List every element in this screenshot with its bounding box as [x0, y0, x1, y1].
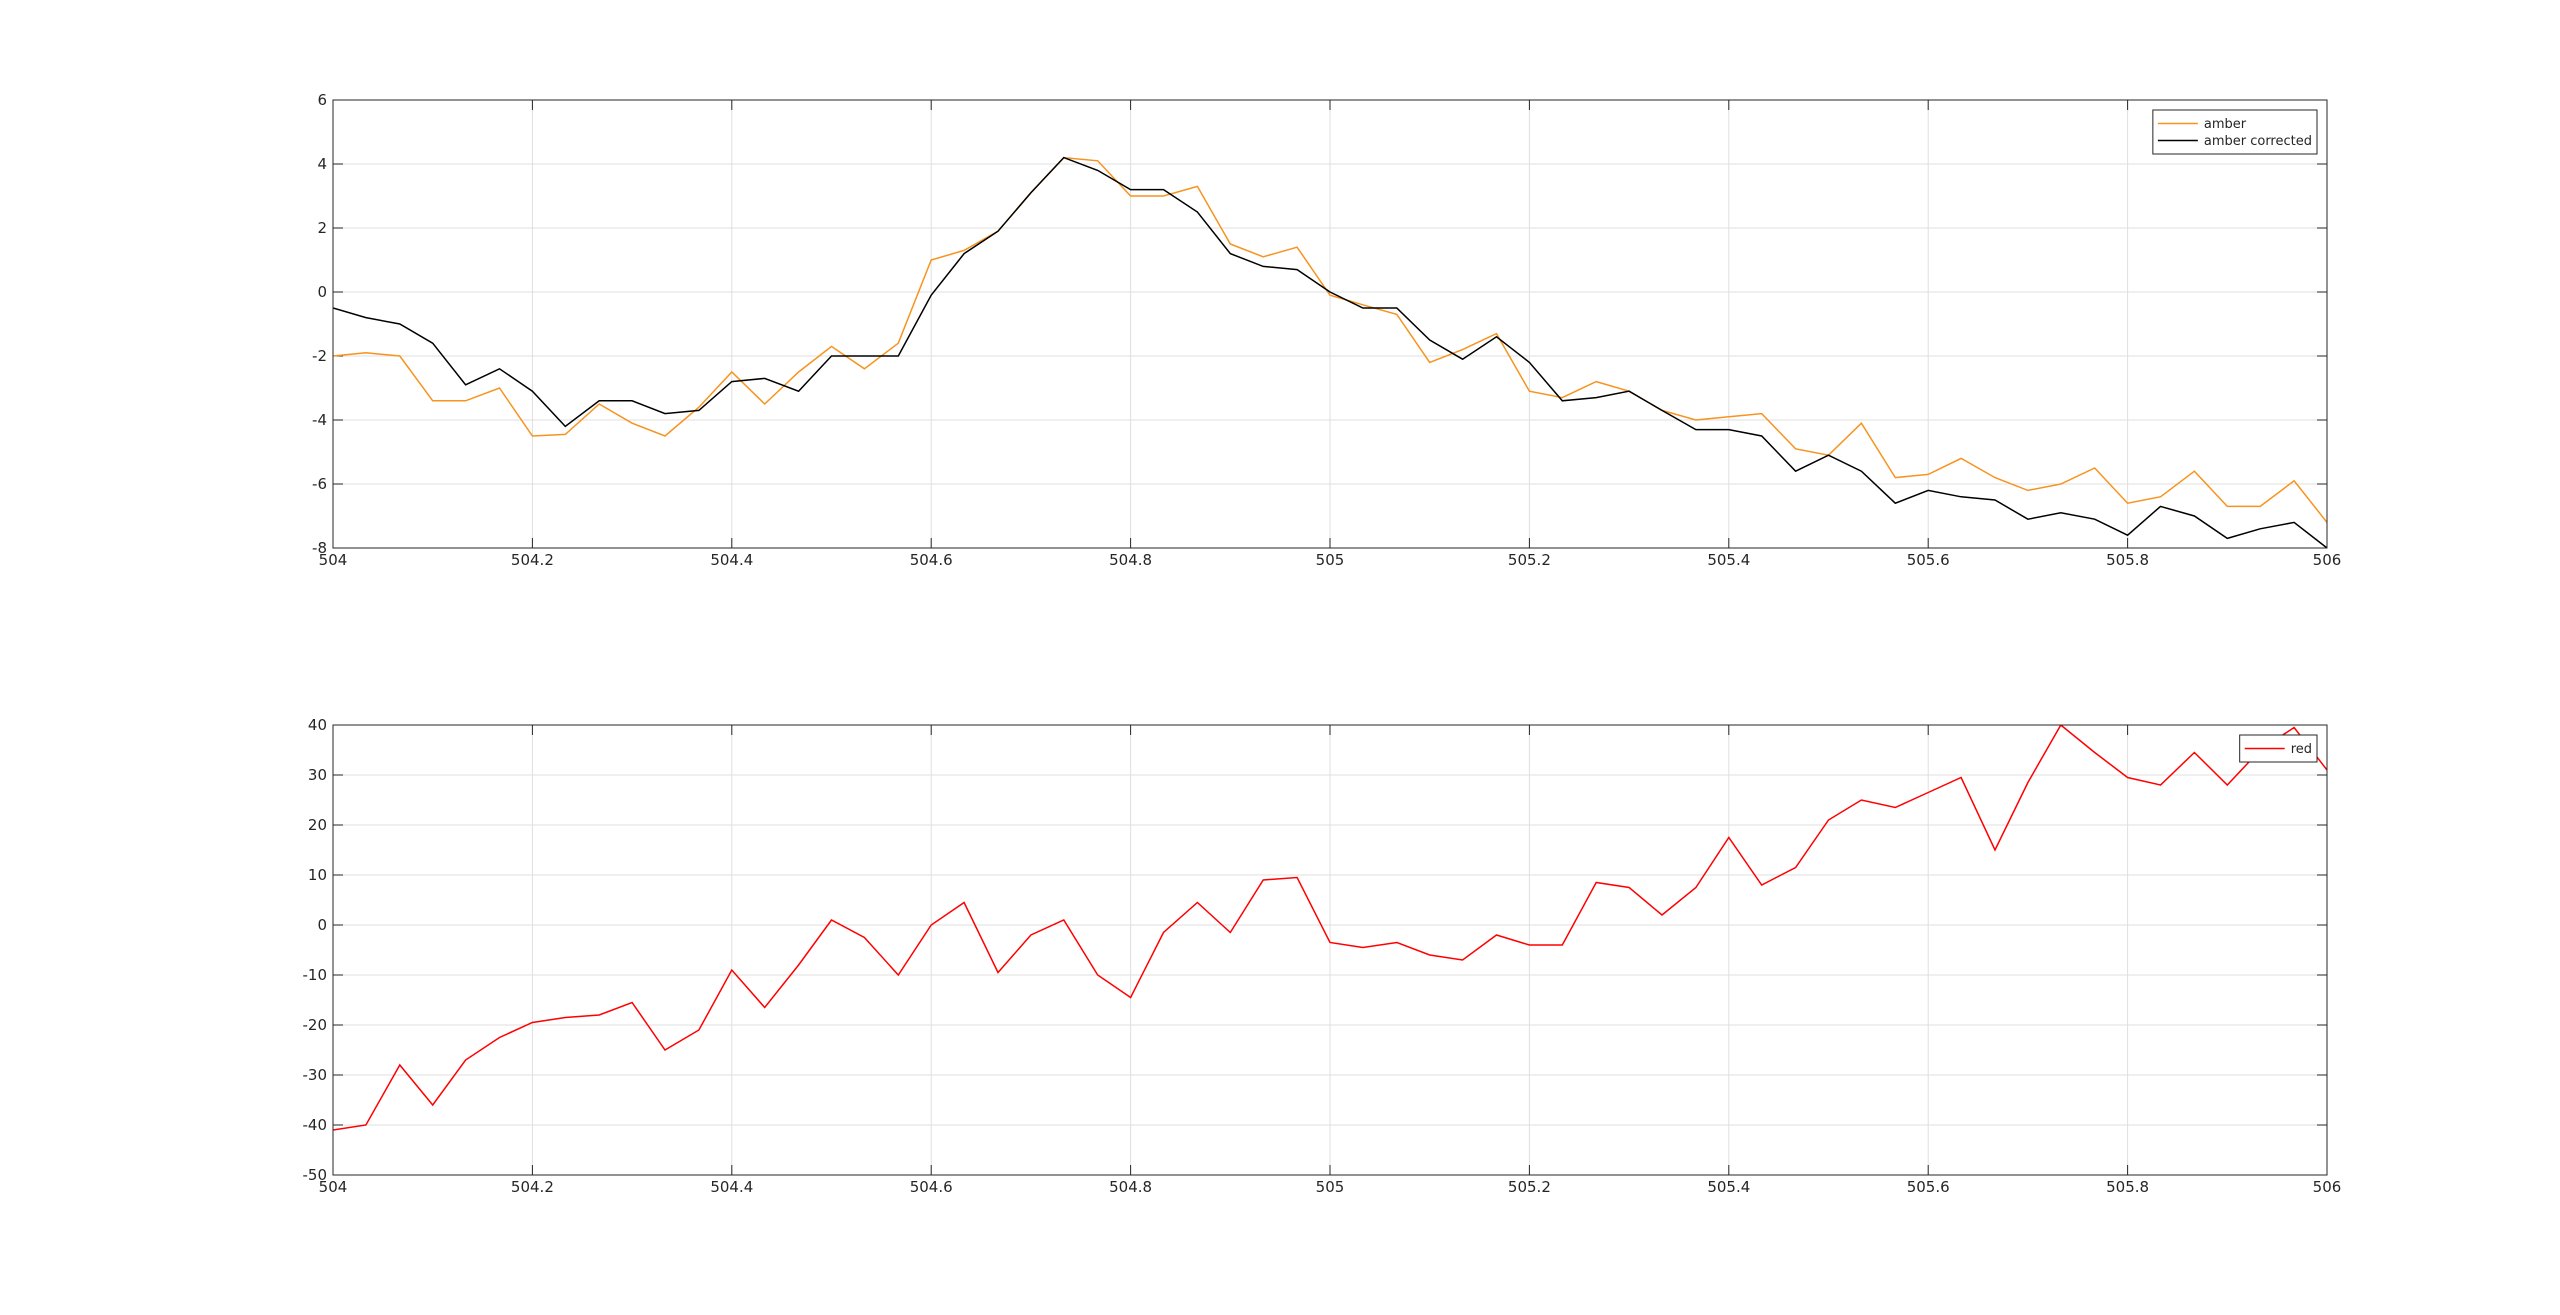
x-tick-label: 504.2	[511, 1178, 554, 1196]
axes-box	[332, 724, 2328, 1176]
data-line	[333, 156, 2327, 523]
x-tick-label: 504.8	[1109, 1178, 1152, 1196]
y-tick-label: 40	[308, 716, 327, 734]
x-tick-label: 504.4	[710, 551, 753, 569]
data-line	[333, 725, 2327, 1131]
x-tick-label: 505	[1316, 551, 1345, 569]
x-tick-label: 504.8	[1109, 551, 1152, 569]
x-tick-label: 505.4	[1707, 1178, 1750, 1196]
legend-label: amber	[2204, 117, 2247, 132]
x-tick-label: 505.4	[1707, 551, 1750, 569]
x-tick-label: 505.8	[2106, 1178, 2149, 1196]
y-tick-label: 6	[317, 91, 327, 109]
y-tick-label: 20	[308, 816, 327, 834]
x-tick-label: 504.6	[910, 1178, 953, 1196]
y-tick-label: -2	[312, 347, 327, 365]
x-tick-label: 505.2	[1508, 551, 1551, 569]
x-tick-label: 504	[319, 551, 348, 569]
y-tick-label: -4	[312, 411, 327, 429]
y-tick-label: 30	[308, 766, 327, 784]
y-tick-label: -50	[303, 1166, 328, 1184]
y-tick-label: -40	[303, 1116, 328, 1134]
y-tick-label: 0	[317, 283, 327, 301]
axes: 504 504.2 504.4 504.6 504.8 505 505.2 505.4 505.…	[303, 716, 2342, 1196]
legend-box	[2152, 109, 2318, 155]
x-tick-label: 506	[2313, 1178, 2342, 1196]
axes-box	[332, 99, 2328, 549]
y-tick-label: 2	[317, 219, 327, 237]
x-tick-label: 505.6	[1907, 1178, 1950, 1196]
x-tick-label: 505.6	[1907, 551, 1950, 569]
x-tick-label: 504	[319, 1178, 348, 1196]
y-tick-label: 10	[308, 866, 327, 884]
y-tick-label: -8	[312, 539, 327, 557]
y-tick-label: -20	[303, 1016, 328, 1034]
y-tick-label: -30	[303, 1066, 328, 1084]
x-tick-label: 506	[2313, 551, 2342, 569]
x-tick-label: 504.6	[910, 551, 953, 569]
x-tick-label: 504.4	[710, 1178, 753, 1196]
x-tick-label: 504.2	[511, 551, 554, 569]
x-tick-label: 505.8	[2106, 551, 2149, 569]
legend: red	[2239, 734, 2318, 763]
axes: 504 504.2 504.4 504.6 504.8 505 505.2 505.4 505.…	[312, 91, 2341, 569]
x-tick-label: 505.2	[1508, 1178, 1551, 1196]
legend: amber amber corrected	[2152, 109, 2318, 155]
x-tick-label: 505	[1316, 1178, 1345, 1196]
y-tick-label: 0	[317, 916, 327, 934]
data-line	[333, 156, 2327, 548]
y-tick-label: -6	[312, 475, 327, 493]
legend-label: amber corrected	[2204, 134, 2312, 149]
legend-label: red	[2291, 742, 2312, 757]
y-tick-label: 4	[317, 155, 327, 173]
y-tick-label: -10	[303, 966, 328, 984]
